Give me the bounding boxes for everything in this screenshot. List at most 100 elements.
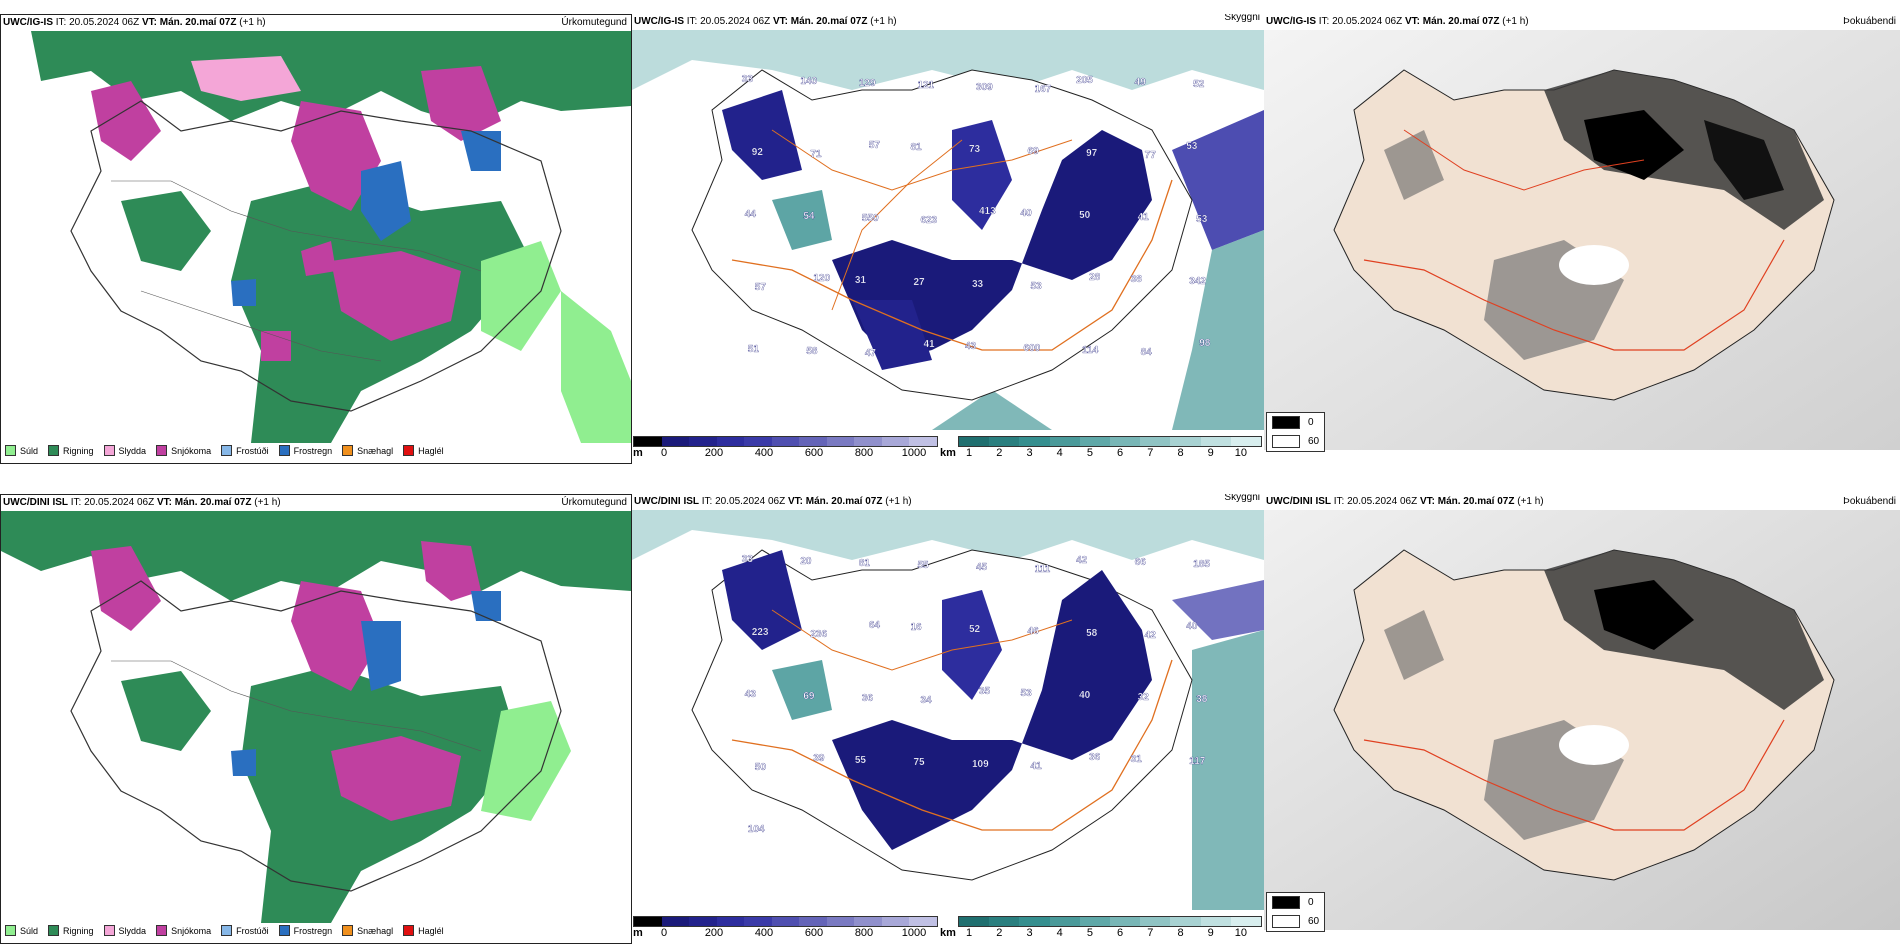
tick-label: 400 [754, 927, 774, 939]
model-name: UWC/IG-IS [1266, 16, 1316, 27]
fog-legend-item: 60 [1267, 432, 1324, 451]
legend-label: Haglél [418, 445, 444, 456]
lead-time: (+1 h) [885, 496, 912, 507]
fog-panel-top: UWC/IG-IS IT: 20.05.2024 06Z VT: Mán. 20… [1264, 14, 1900, 464]
fog-legend-label: 60 [1308, 436, 1320, 447]
visibility-map-top [632, 30, 1264, 430]
valid-time: VT: Mán. 20.maí 07Z [1419, 496, 1515, 507]
lead-time: (+1 h) [870, 16, 897, 27]
tick-label: 3 [1026, 447, 1033, 459]
tick-label: 400 [754, 447, 774, 459]
tick-label: 600 [804, 447, 824, 459]
model-name: UWC/IG-IS [634, 16, 684, 27]
model-name: UWC/DINI ISL [3, 497, 68, 508]
tick-label: 8 [1177, 447, 1184, 459]
legend-label: Frostregn [293, 925, 333, 936]
panel-title: Skyggni [1224, 14, 1260, 23]
visibility-map-bottom [632, 510, 1264, 910]
fog-legend-label: 0 [1308, 417, 1314, 428]
precip-legend: Súld Rigning Slydda Snjókoma Frostúði Fr… [5, 925, 444, 936]
tick-label: 1000 [901, 447, 927, 459]
tick-label: 5 [1086, 447, 1093, 459]
visibility-colorbar [958, 916, 1262, 927]
tick-label: 0 [660, 927, 668, 939]
ceiling-ticks: 0 200 400 600 800 1000 [639, 927, 939, 939]
init-time: IT: 20.05.2024 06Z [55, 17, 140, 28]
legend-item: Snjókoma [156, 925, 211, 936]
legend-item: Súld [5, 445, 38, 456]
legend-swatch [103, 445, 115, 456]
legend-item: Rigning [48, 445, 94, 456]
precip-map-top [1, 31, 631, 443]
legend-label: Snjókoma [171, 445, 212, 456]
precip-type-panel-bottom: UWC/DINI ISL IT: 20.05.2024 06Z VT: Mán.… [0, 494, 632, 944]
legend-swatch [48, 445, 60, 456]
panel-title: Úrkomutegund [561, 17, 627, 28]
legend-label: Frostúði [236, 445, 269, 456]
fog-legend-item: 0 [1267, 413, 1324, 432]
fog-legend-label: 60 [1308, 916, 1320, 927]
tick-label: 10 [1234, 927, 1248, 939]
legend-item: Frostúði [221, 445, 269, 456]
fog-legend-item: 0 [1267, 893, 1324, 912]
valid-time: VT: Mán. 20.maí 07Z [141, 17, 237, 28]
tick-label: 4 [1056, 447, 1063, 459]
legend-label: Súld [20, 445, 39, 456]
precip-legend: Súld Rigning Slydda Snjókoma Frostúði Fr… [5, 445, 444, 456]
tick-label: 8 [1177, 927, 1184, 939]
panel-title: Skyggni [1224, 494, 1260, 503]
tick-label: 9 [1207, 447, 1214, 459]
fog-legend-bottom: 0 60 [1266, 892, 1326, 932]
legend-label: Frostúði [236, 925, 269, 936]
legend-label: Súld [20, 925, 39, 936]
legend-swatch [403, 445, 415, 456]
legend-item: Snæhagl [342, 445, 393, 456]
legend-swatch [156, 445, 168, 456]
legend-item: Snæhagl [342, 925, 393, 936]
lead-time: (+1 h) [1502, 16, 1529, 27]
panel-header: UWC/DINI ISL IT: 20.05.2024 06Z VT: Mán.… [1264, 494, 1900, 510]
legend-item: Slydda [103, 445, 147, 456]
visibility-panel-top: UWC/IG-IS IT: 20.05.2024 06Z VT: Mán. 20… [632, 14, 1264, 464]
legend-swatch [5, 445, 16, 456]
tick-label: 200 [704, 927, 724, 939]
legend-item: Frostúði [221, 925, 269, 936]
precip-map-bottom [1, 511, 631, 923]
tick-label: 1 [966, 927, 973, 939]
precip-type-panel-top: UWC/IG-IS IT: 20.05.2024 06Z VT: Mán. 20… [0, 14, 632, 464]
valid-time: VT: Mán. 20.maí 07Z [1404, 16, 1500, 27]
tick-label: 10 [1234, 447, 1248, 459]
panel-header: UWC/IG-IS IT: 20.05.2024 06Z VT: Mán. 20… [1264, 14, 1900, 30]
panel-title: Úrkomutegund [561, 497, 627, 508]
tick-label: 7 [1147, 447, 1154, 459]
tick-label: 800 [854, 927, 874, 939]
tick-label: 1000 [901, 927, 927, 939]
lead-time: (+1 h) [1517, 496, 1544, 507]
tick-label: 7 [1147, 927, 1154, 939]
legend-label: Slydda [118, 445, 147, 456]
visibility-ticks: 1 2 3 4 5 6 7 8 9 10 [954, 447, 1256, 459]
legend-item: Frostregn [278, 445, 332, 456]
init-time: IT: 20.05.2024 06Z [1318, 16, 1403, 27]
legend-label: Snjókoma [171, 925, 212, 936]
legend-label: Slydda [118, 925, 147, 936]
lead-time: (+1 h) [239, 17, 266, 28]
ceiling-unit: m [633, 927, 643, 939]
legend-item: Snjókoma [156, 445, 211, 456]
model-name: UWC/IG-IS [3, 17, 53, 28]
tick-label: 800 [854, 447, 874, 459]
legend-label: Snæhagl [357, 445, 394, 456]
tick-label: 0 [660, 447, 668, 459]
legend-item: Rigning [48, 925, 94, 936]
panel-header: UWC/DINI ISL IT: 20.05.2024 06Z VT: Mán.… [632, 494, 1264, 510]
ceiling-ticks: 0 200 400 600 800 1000 [639, 447, 939, 459]
tick-label: 4 [1056, 927, 1063, 939]
panel-title: Þokuábendi [1843, 16, 1896, 27]
fog-legend-label: 0 [1308, 897, 1314, 908]
init-time: IT: 20.05.2024 06Z [701, 496, 786, 507]
legend-label: Rigning [63, 925, 94, 936]
init-time: IT: 20.05.2024 06Z [70, 497, 155, 508]
tick-label: 600 [804, 927, 824, 939]
fog-map-top [1264, 30, 1900, 450]
legend-swatch [221, 445, 233, 456]
